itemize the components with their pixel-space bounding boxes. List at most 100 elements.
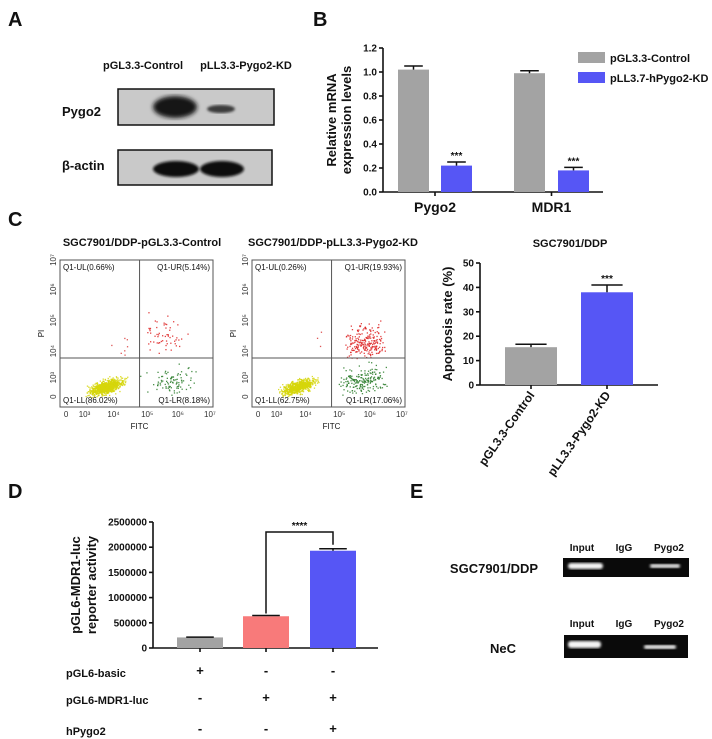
scatter-point-lr bbox=[189, 387, 192, 389]
scatter-point-lr bbox=[162, 380, 164, 382]
y-tick-label: 1.2 bbox=[363, 44, 377, 55]
scatter-point-ll bbox=[117, 377, 119, 379]
scatter-point-ll bbox=[97, 394, 100, 396]
chip-gel-nec: NeC Input IgG Pygo2 bbox=[490, 619, 688, 658]
scatter-point-lr bbox=[360, 370, 362, 372]
scatter-point-ur bbox=[356, 329, 359, 331]
scatter-point-lr bbox=[363, 378, 365, 381]
scatter-point-lr bbox=[369, 372, 371, 374]
scatter-point-ll bbox=[295, 391, 298, 393]
scatter-point-ul bbox=[320, 331, 323, 333]
scatter-point-ur bbox=[370, 337, 372, 339]
scatter-point-lr bbox=[354, 382, 357, 384]
scatter-point-ur bbox=[364, 347, 367, 349]
scatter-point-lr bbox=[365, 381, 367, 383]
scatter-point-ll bbox=[97, 391, 99, 393]
scatter-point-ur bbox=[359, 352, 361, 354]
scatter-point-lr bbox=[374, 379, 377, 381]
scatter-point-lr bbox=[379, 376, 381, 378]
scatter-point-ll bbox=[301, 381, 304, 383]
scatter-point-ll bbox=[306, 386, 308, 389]
scatter-point-lr bbox=[345, 386, 348, 388]
scatter-point-ur bbox=[174, 340, 176, 342]
scatter-point-ll bbox=[288, 394, 290, 396]
scatter-point-lr bbox=[361, 393, 364, 395]
scatter-point-ll bbox=[307, 388, 309, 390]
scatter-point-ll bbox=[297, 386, 299, 388]
x-tick-label: 10³ bbox=[271, 410, 283, 419]
panel-d: D pGL6-MDR1-luc reporter activity 0 50000… bbox=[8, 481, 378, 738]
scatter-point-ur bbox=[372, 342, 375, 344]
scatter-point-ll bbox=[101, 391, 103, 394]
scatter-point-ur bbox=[359, 325, 361, 327]
scatter-point-ur bbox=[149, 327, 152, 330]
scatter-point-ur bbox=[351, 342, 354, 344]
scatter-point-ll bbox=[102, 394, 104, 397]
scatter-point-ll bbox=[317, 380, 319, 383]
scatter-point-ll bbox=[104, 391, 106, 393]
scatter-point-lr bbox=[162, 387, 164, 389]
scatter-point-lr bbox=[168, 389, 171, 391]
scatter-point-ll bbox=[105, 390, 107, 393]
scatter-point-ur bbox=[372, 336, 374, 339]
scatter-point-ll bbox=[97, 390, 100, 392]
scatter-point-ll bbox=[291, 384, 293, 386]
scatter-point-ll bbox=[296, 383, 298, 386]
scatter-point-lr bbox=[373, 378, 375, 380]
scatter-point-lr bbox=[186, 374, 188, 376]
scatter-point-lr bbox=[147, 391, 149, 393]
scatter-point-ll bbox=[297, 387, 299, 389]
condition-mark: + bbox=[329, 690, 337, 705]
legend-swatch-control bbox=[578, 52, 605, 63]
scatter-point-lr bbox=[375, 386, 378, 388]
scatter-point-lr bbox=[368, 390, 371, 392]
scatter-point-ll bbox=[92, 384, 94, 386]
scatter-point-ur bbox=[376, 342, 379, 344]
scatter-point-ur bbox=[370, 333, 372, 335]
scatter-point-ur bbox=[175, 339, 177, 341]
scatter-point-ur bbox=[173, 321, 175, 323]
y-axis-label: PI bbox=[229, 330, 238, 338]
scatter-point-ll bbox=[298, 389, 300, 391]
scatter-point-ur bbox=[371, 348, 373, 350]
scatter-point-ur bbox=[347, 346, 349, 348]
scatter-point-ll bbox=[93, 385, 95, 387]
scatter-points bbox=[85, 312, 197, 399]
scatter-point-lr bbox=[169, 381, 172, 383]
scatter-point-ll bbox=[300, 382, 302, 384]
error-bar bbox=[319, 547, 347, 551]
y-tick-label: 10⁶ bbox=[241, 283, 250, 295]
scatter-point-ll bbox=[294, 386, 296, 388]
category-label: pGL3.3-Control bbox=[476, 389, 538, 469]
y-tick-label: 10⁵ bbox=[49, 314, 58, 326]
scatter-point-ll bbox=[299, 389, 301, 391]
scatter-point-lr bbox=[357, 374, 360, 376]
scatter-point-ur bbox=[372, 343, 374, 346]
scatter-point-ll bbox=[292, 392, 294, 395]
scatter-point-ll bbox=[310, 381, 312, 384]
scatter-point-ll bbox=[306, 384, 308, 386]
scatter-point-ll bbox=[291, 387, 293, 389]
scatter-point-lr bbox=[373, 376, 376, 378]
scatter-point-lr bbox=[348, 375, 350, 377]
scatter-point-lr bbox=[190, 379, 192, 381]
scatter-point-ll bbox=[100, 390, 102, 392]
scatter-point-ll bbox=[101, 394, 104, 396]
scatter-point-ur bbox=[355, 351, 357, 353]
scatter-point-lr bbox=[347, 380, 349, 382]
scatter-point-ll bbox=[303, 382, 305, 384]
scatter-point-ll bbox=[310, 383, 312, 385]
scatter-point-ll bbox=[286, 387, 288, 389]
scatter-point-ll bbox=[285, 384, 287, 386]
scatter-point-ll bbox=[298, 380, 300, 383]
scatter-point-ur bbox=[353, 342, 355, 344]
scatter-point-lr bbox=[342, 394, 344, 396]
scatter-point-ll bbox=[303, 378, 305, 380]
scatter-point-lr bbox=[178, 391, 181, 393]
scatter-point-ll bbox=[308, 390, 310, 393]
scatter-point-ll bbox=[119, 390, 121, 393]
scatter-point-lr bbox=[361, 377, 363, 379]
scatter-point-lr bbox=[176, 387, 178, 389]
scatter-point-ll bbox=[289, 387, 291, 389]
